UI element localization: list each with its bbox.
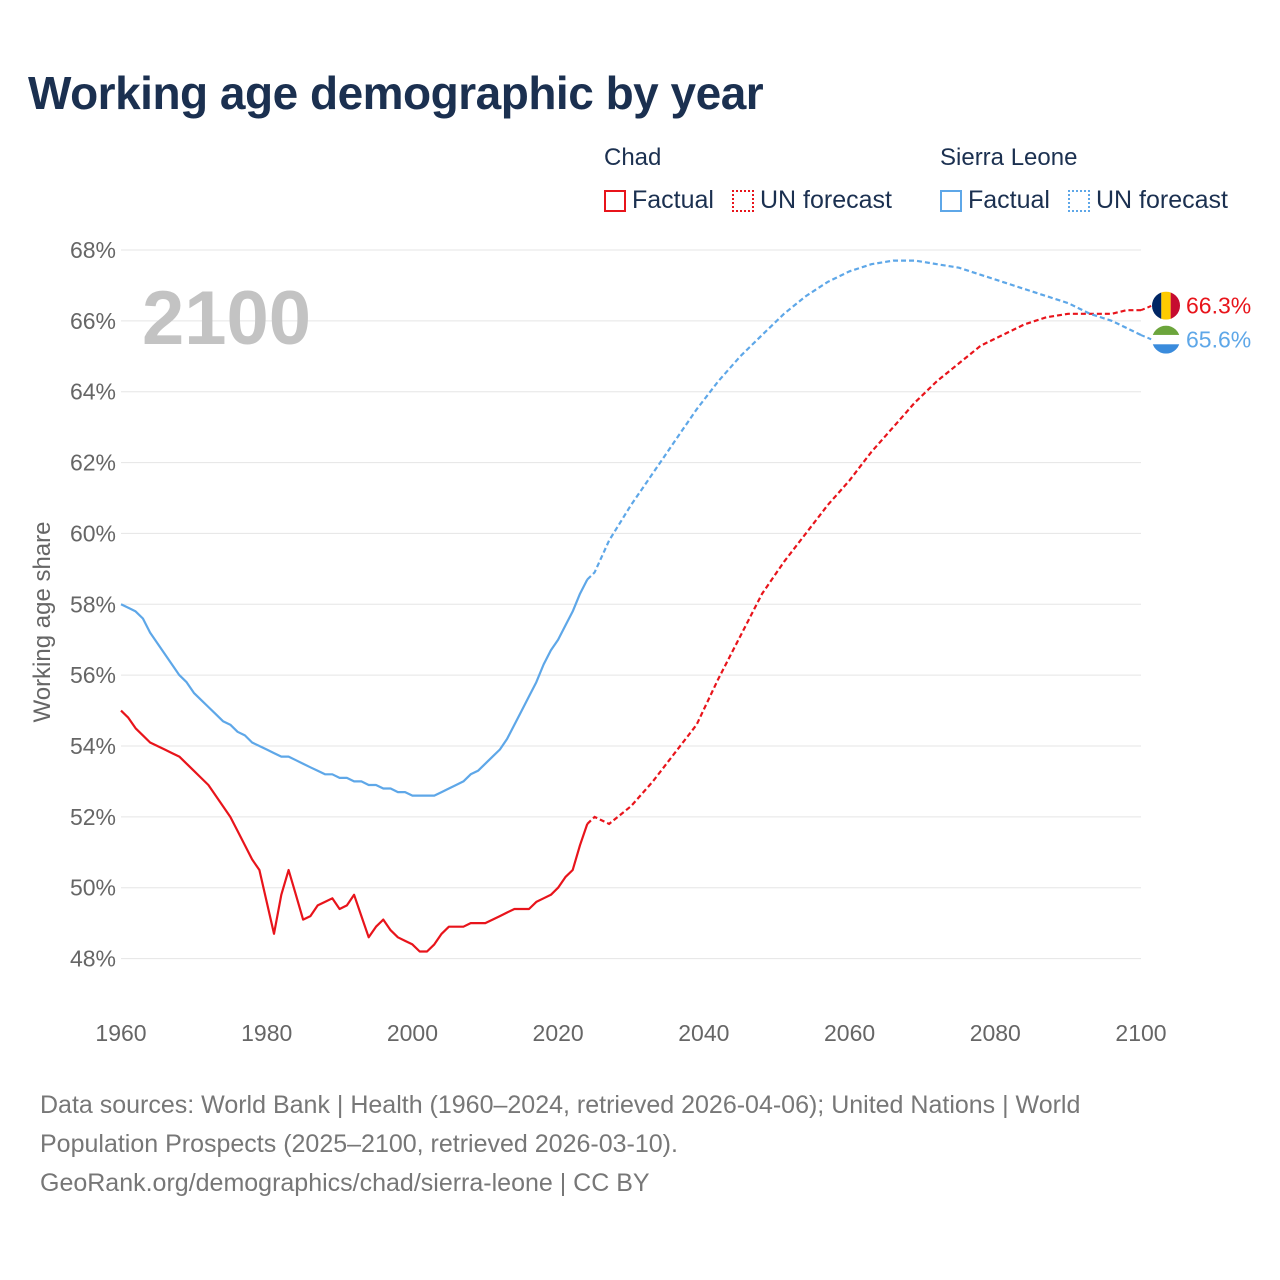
y-tick-label-48: 48% <box>70 946 116 972</box>
footer-source-line-1: Data sources: World Bank | Health (1960–… <box>40 1091 1081 1119</box>
x-axis-ticks: 1960 1980 2000 2020 2040 2060 2080 2100 <box>95 1020 1166 1046</box>
legend-swatch-chad-forecast <box>731 189 754 212</box>
x-tick-label-1960: 1960 <box>95 1020 146 1046</box>
y-axis-ticks: 48% 50% 52% 54% 56% 58% 60% 62% 64% 66% 68% <box>70 237 116 972</box>
legend-item-chad-forecast[interactable]: UN forecast <box>731 186 892 215</box>
y-tick-label-54: 54% <box>70 733 116 759</box>
legend-swatch-chad-factual <box>604 189 626 212</box>
y-tick-label-62: 62% <box>70 450 116 476</box>
y-tick-label-50: 50% <box>70 875 116 901</box>
legend-swatch-sierra-leone-factual <box>940 189 962 212</box>
line-chart: 48%50%52%54%56%58%60%62%64%66%68% 1960 19… <box>29 237 1251 1046</box>
y-tick-label-68: 68% <box>70 237 116 263</box>
x-tick-label-2080: 2080 <box>970 1020 1021 1046</box>
x-tick-label-2060: 2060 <box>824 1020 875 1046</box>
legend-label-chad-factual: Factual <box>632 186 714 214</box>
y-tick-label-58: 58% <box>70 591 116 617</box>
x-tick-label-1980: 1980 <box>241 1020 292 1046</box>
legend-label-sierra-leone-forecast: UN forecast <box>1095 186 1228 214</box>
legend-group-chad: Chad Factual UN forecast <box>604 144 910 215</box>
chad-flag-icon <box>1152 291 1180 320</box>
footer: Data sources: World Bank | Health (1960–… <box>40 1086 1240 1203</box>
legend-country-chad: Chad <box>604 144 662 171</box>
connector-sierra-leone <box>1140 334 1153 341</box>
y-tick-label-66: 66% <box>70 308 116 334</box>
legend-item-chad-factual[interactable]: Factual <box>604 186 714 215</box>
connector-chad <box>1140 304 1153 312</box>
x-tick-label-2000: 2000 <box>387 1020 438 1046</box>
legend-label-sierra-leone-factual: Factual <box>968 186 1050 214</box>
legend-swatch-sierra-leone-forecast <box>1067 189 1090 212</box>
footer-credit-line[interactable]: GeoRank.org/demographics/chad/sierra-leo… <box>40 1169 650 1197</box>
series-line-chad-factual <box>120 709 589 953</box>
legend-group-sierra-leone: Sierra Leone Factual UN forecast <box>940 144 1246 215</box>
y-axis-label: Working age share <box>29 522 56 723</box>
legend-label-chad-forecast: UN forecast <box>759 186 892 214</box>
series-line-sierra-leone-forecast <box>586 259 1142 581</box>
y-tick-label-64: 64% <box>70 379 116 405</box>
legend-country-sierra-leone: Sierra Leone <box>940 144 1078 171</box>
series-line-chad-forecast <box>586 309 1141 826</box>
sierra-leone-flag-icon <box>1152 325 1180 354</box>
x-tick-label-2040: 2040 <box>678 1020 729 1046</box>
legend-item-sierra-leone-factual[interactable]: Factual <box>940 186 1050 215</box>
year-watermark: 2100 <box>142 276 311 361</box>
gridlines <box>121 249 1141 960</box>
footer-source-line-2: Population Prospects (2025–2100, retriev… <box>40 1130 678 1158</box>
end-value-label-chad: 66.3% <box>1186 293 1251 319</box>
series-lines <box>120 259 1142 953</box>
end-value-label-sierra-leone: 65.6% <box>1186 327 1251 353</box>
x-tick-label-2100: 2100 <box>1115 1020 1166 1046</box>
series-line-sierra-leone-factual <box>120 578 589 797</box>
y-tick-label-52: 52% <box>70 804 116 830</box>
chart-title: Working age demographic by year <box>28 67 764 119</box>
y-tick-label-60: 60% <box>70 520 116 546</box>
x-tick-label-2020: 2020 <box>533 1020 584 1046</box>
legend-item-sierra-leone-forecast[interactable]: UN forecast <box>1067 186 1228 215</box>
y-tick-label-56: 56% <box>70 662 116 688</box>
end-markers: 66.3% 65.6% <box>1140 291 1251 354</box>
